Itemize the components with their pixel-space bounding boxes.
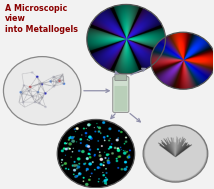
FancyBboxPatch shape <box>113 77 129 112</box>
FancyBboxPatch shape <box>114 86 127 111</box>
Text: A Microscopic
view
into Metallogels: A Microscopic view into Metallogels <box>5 4 78 34</box>
FancyBboxPatch shape <box>115 75 127 81</box>
